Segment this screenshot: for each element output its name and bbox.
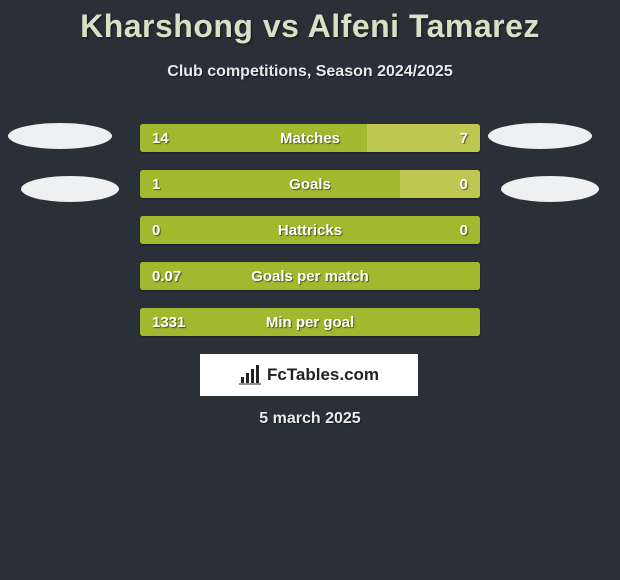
stat-row: 0.07Goals per match xyxy=(140,262,480,290)
placeholder-ellipse xyxy=(488,123,592,149)
stat-label: Min per goal xyxy=(140,308,480,336)
site-logo: FcTables.com xyxy=(200,354,418,396)
placeholder-ellipse xyxy=(501,176,599,202)
page-title: Kharshong vs Alfeni Tamarez xyxy=(0,0,620,45)
stat-row: 10Goals xyxy=(140,170,480,198)
stat-label: Goals xyxy=(140,170,480,198)
stat-label: Goals per match xyxy=(140,262,480,290)
stat-row: 147Matches xyxy=(140,124,480,152)
placeholder-ellipse xyxy=(21,176,119,202)
stat-rows: 147Matches 10Goals 00Hattricks 0.07Goals pe… xyxy=(140,124,480,354)
date-label: 5 march 2025 xyxy=(0,410,620,428)
stat-row: 1331Min per goal xyxy=(140,308,480,336)
logo-text: FcTables.com xyxy=(267,365,379,385)
stat-row: 00Hattricks xyxy=(140,216,480,244)
page-subtitle: Club competitions, Season 2024/2025 xyxy=(0,63,620,81)
bar-chart-icon xyxy=(239,365,261,385)
placeholder-ellipse xyxy=(8,123,112,149)
stat-label: Matches xyxy=(140,124,480,152)
stat-label: Hattricks xyxy=(140,216,480,244)
